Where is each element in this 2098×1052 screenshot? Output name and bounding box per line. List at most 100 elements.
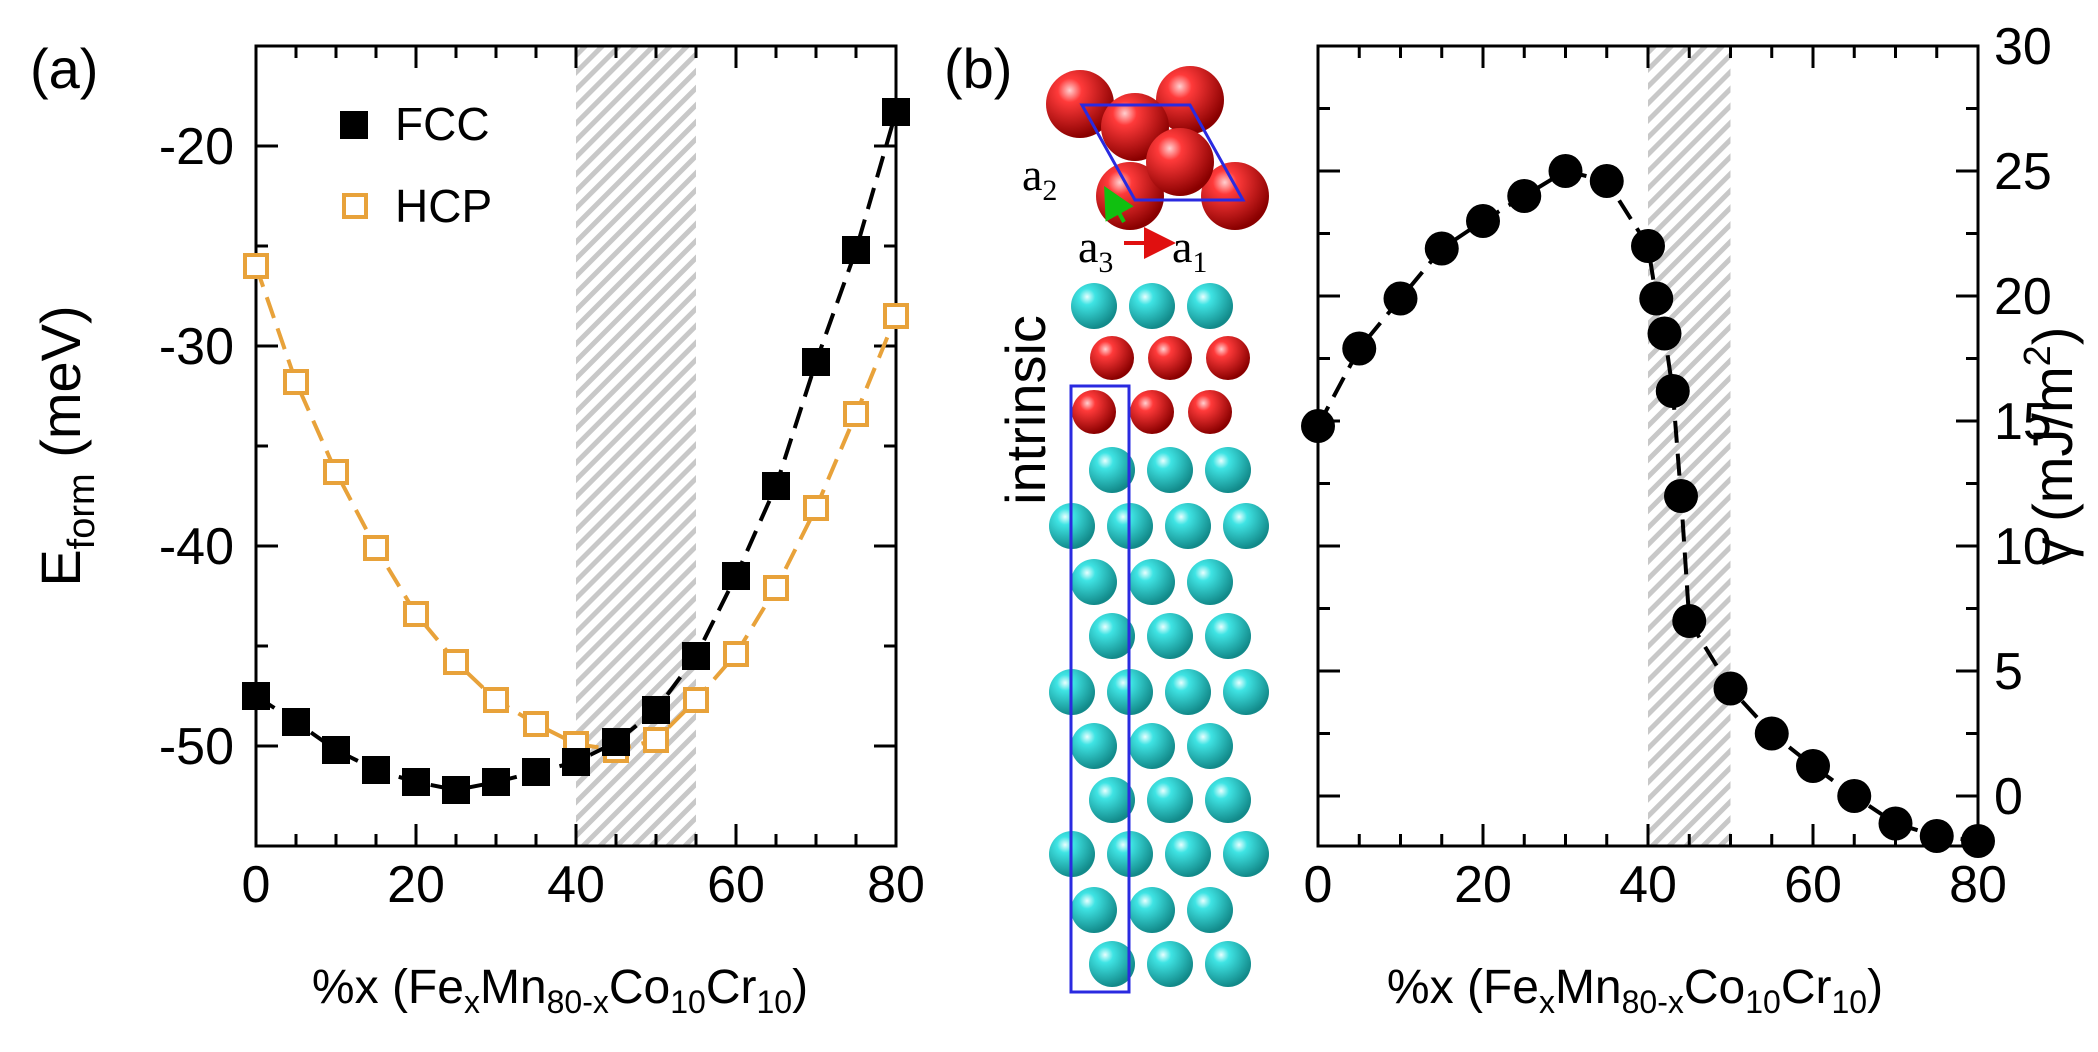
panel-b-structure: (b) a1 a2 a3 intrinsic — [944, 37, 1269, 994]
point-hcp — [883, 303, 909, 329]
shaded-region-b — [1648, 46, 1731, 846]
point-hcp — [403, 601, 429, 627]
legend-marker-hcp — [342, 193, 368, 219]
point-hcp — [763, 575, 789, 601]
atom-cyan — [1147, 941, 1193, 987]
atom-top-red — [1201, 162, 1269, 230]
point-fcc — [722, 562, 750, 590]
point-fcc — [242, 682, 270, 710]
y-tick-label: 10 — [1994, 518, 2052, 576]
panel-a: 0 20 40 60 80 -50 -40 -30 -20 FCC HCP %x (FexMn8… — [29, 37, 925, 1020]
point-gamma — [1589, 164, 1624, 198]
point-gamma — [1754, 716, 1789, 751]
y-axis-label-b: γ (mJ/m2) — [2017, 327, 2084, 566]
panel-b-chart: 0 20 40 60 80 0 5 10 15 20 25 30 %x (FexMn80-xCo10C… — [1301, 18, 2084, 1020]
atom-cyan — [1205, 447, 1251, 493]
point-hcp — [843, 401, 869, 427]
series-line-hcp — [254, 265, 898, 753]
vector-a2-arrow — [1104, 185, 1134, 223]
point-fcc — [762, 472, 790, 500]
point-gamma — [1342, 331, 1377, 366]
vector-a2-label: a2 — [1022, 149, 1057, 207]
atom-cyan — [1147, 613, 1193, 659]
point-hcp — [803, 495, 829, 521]
point-gamma — [1672, 604, 1707, 638]
point-gamma — [1639, 281, 1674, 316]
point-gamma — [1647, 316, 1682, 351]
y-tick-label: 20 — [1994, 268, 2052, 326]
panel-label-b: (b) — [944, 37, 1012, 100]
atom-cyan — [1205, 777, 1251, 823]
point-gamma — [1664, 479, 1698, 513]
atom-cyan — [1129, 723, 1175, 769]
point-gamma — [1383, 281, 1418, 316]
atom-top-red — [1146, 128, 1214, 196]
vector-a1-label: a1 — [1172, 221, 1207, 279]
atom-cyan — [1187, 723, 1233, 769]
atom-cyan — [1223, 831, 1269, 877]
x-tick-label: 80 — [1949, 856, 2007, 914]
atom-top-red — [1156, 66, 1224, 134]
atom-cyan — [1165, 831, 1211, 877]
atom-cyan — [1205, 613, 1251, 659]
atom-cyan — [1165, 503, 1211, 549]
atom-red — [1206, 336, 1250, 380]
atom-cyan — [1223, 503, 1269, 549]
atom-cyan — [1071, 723, 1117, 769]
point-gamma — [1466, 204, 1500, 238]
plot-frame-a — [254, 44, 898, 848]
atom-cyan — [1071, 559, 1117, 605]
point-hcp — [443, 649, 469, 675]
x-tick-label: 0 — [242, 856, 271, 914]
atom-cyan — [1071, 283, 1117, 329]
point-gamma — [1301, 409, 1335, 443]
point-hcp — [363, 535, 389, 561]
x-tick-label: 20 — [1454, 856, 1512, 914]
point-hcp — [523, 711, 549, 737]
atom-cyan — [1089, 777, 1135, 823]
legend-label-hcp: HCP — [395, 180, 492, 232]
point-fcc — [602, 728, 630, 756]
x-tick-label: 60 — [1784, 856, 1842, 914]
point-hcp — [323, 459, 349, 485]
atom-cyan — [1223, 669, 1269, 715]
y-tick-label: 25 — [1994, 143, 2052, 201]
point-hcp — [683, 687, 709, 713]
x-axis-label-a: %x (FexMn80-xCo10Cr10) — [312, 961, 808, 1020]
point-fcc — [842, 236, 870, 264]
point-gamma — [1424, 231, 1459, 266]
x-tick-label: 80 — [867, 856, 925, 914]
point-fcc — [682, 642, 710, 670]
point-fcc — [882, 98, 910, 126]
atom-red — [1148, 336, 1192, 380]
point-fcc — [482, 768, 510, 796]
point-fcc — [802, 348, 830, 376]
series-markers-fcc — [242, 98, 910, 804]
atom-red — [1072, 390, 1116, 434]
atom-cyan — [1071, 887, 1117, 933]
y-tick-label: 5 — [1994, 643, 2023, 701]
legend-marker-fcc — [340, 111, 368, 139]
point-fcc — [442, 776, 470, 804]
series-markers-hcp — [243, 253, 909, 763]
point-gamma — [1961, 824, 1995, 858]
atom-cyan — [1129, 283, 1175, 329]
atom-cyan — [1089, 941, 1135, 987]
y-axis-label-a: Eform (meV) — [29, 305, 103, 586]
point-gamma — [1837, 779, 1872, 813]
atom-cyan — [1187, 559, 1233, 605]
y-tick-label: 15 — [1994, 393, 2052, 451]
atom-red — [1130, 390, 1174, 434]
supercell-outline — [1069, 384, 1131, 994]
point-gamma — [1713, 671, 1748, 706]
point-hcp — [723, 641, 749, 667]
atom-cyan — [1129, 887, 1175, 933]
panel-b-ticks: 0 20 40 60 80 0 5 10 15 20 25 30 — [1304, 18, 2052, 914]
point-fcc — [642, 696, 670, 724]
series-markers-gamma — [1301, 154, 1995, 858]
atom-cyan — [1187, 283, 1233, 329]
x-axis-label-b: %x (FexMn80-xCo10Cr10) — [1387, 961, 1883, 1020]
atom-cyan — [1187, 887, 1233, 933]
panel-label-a: (a) — [30, 37, 98, 100]
